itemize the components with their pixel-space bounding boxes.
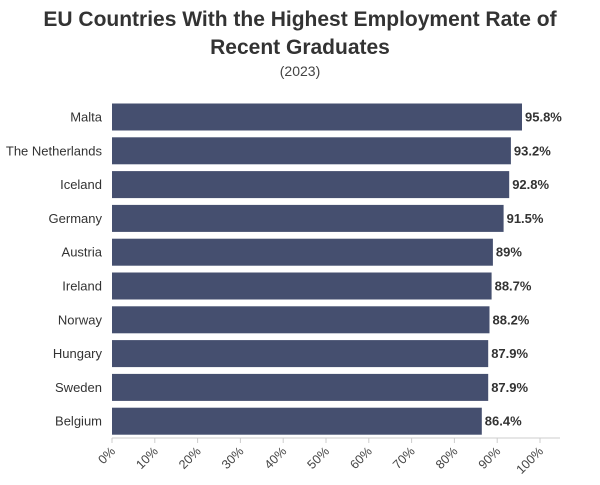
category-label: Ireland [62,279,102,294]
bar [112,171,510,199]
category-label: Malta [70,110,103,125]
x-tick-label: 20% [176,444,204,472]
bar [112,340,489,368]
data-label: 86.4% [485,414,522,429]
bar [112,407,482,435]
x-tick-label: 80% [433,444,461,472]
chart-title: EU Countries With the Highest Employment… [43,8,557,59]
bar [112,373,489,401]
x-tick-label: 0% [95,444,118,467]
bar [112,272,492,300]
category-label: The Netherlands [6,143,103,158]
bar [112,306,490,334]
data-label: 87.9% [491,346,528,361]
category-label: Germany [49,211,103,226]
category-label: Belgium [55,414,102,429]
bar [112,137,511,165]
data-label: 92.8% [512,177,549,192]
bar [112,204,504,232]
data-label: 88.7% [495,279,532,294]
category-label: Norway [58,312,103,327]
bars-group: Malta 95.8% The Netherlands 93.2% Iceland 92.… [6,103,562,435]
x-tick-label: 50% [305,444,333,472]
x-tick-label: 10% [133,444,161,472]
x-axis-ticks: 0% 10% 20% 30% 40% 50% 60% 70% 80% 90% 100% [95,438,546,477]
chart-subtitle: (2023) [279,63,321,79]
data-label: 93.2% [514,143,551,158]
x-tick-label: 70% [390,444,418,472]
data-label: 88.2% [493,312,530,327]
category-label: Hungary [53,346,103,361]
data-label: 87.9% [491,380,528,395]
x-tick-label: 90% [476,444,504,472]
x-tick-label: 60% [347,444,375,472]
data-label: 95.8% [525,110,562,125]
x-tick-label: 100% [514,444,547,477]
chart-header: EU Countries With the Highest Employment… [0,6,600,79]
data-label: 89% [496,245,522,260]
category-label: Austria [62,245,103,260]
x-tick-label: 40% [262,444,290,472]
bar [112,238,493,266]
category-label: Iceland [60,177,102,192]
data-label: 91.5% [507,211,544,226]
category-label: Sweden [55,380,102,395]
bar [112,103,522,131]
x-tick-label: 30% [219,444,247,472]
